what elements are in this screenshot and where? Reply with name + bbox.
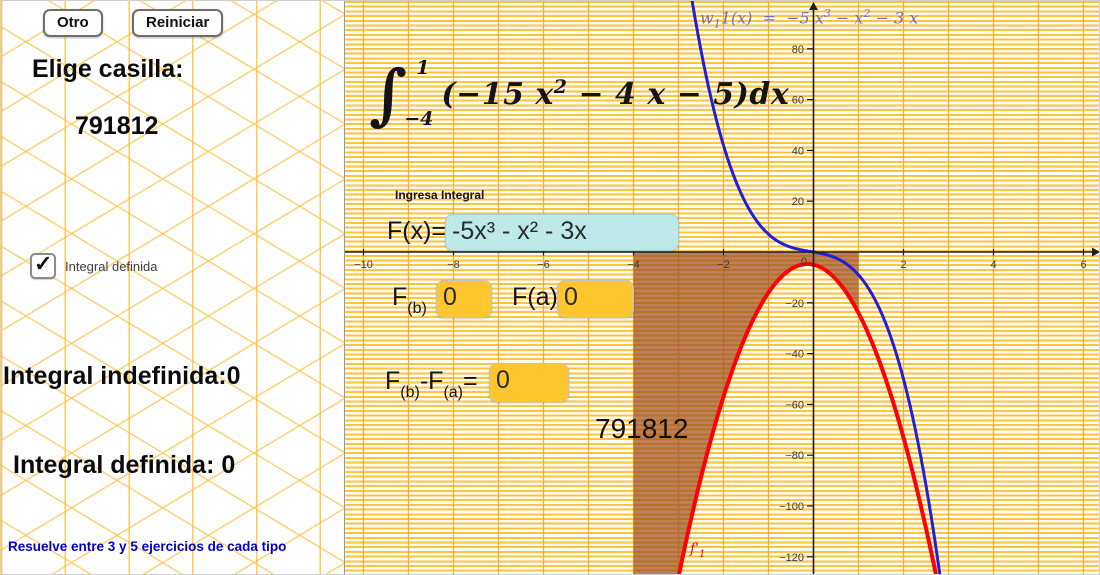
fb-minus-fa-label: F(b)-F(a)= xyxy=(385,367,478,401)
y-tick-label: −80 xyxy=(785,450,804,462)
y-tick-label: 60 xyxy=(792,95,804,107)
x-tick-label: 2 xyxy=(900,259,906,271)
x-tick-label: −4 xyxy=(627,259,640,271)
y-tick-label: 80 xyxy=(792,44,804,56)
fx-input[interactable]: -5x³ - x² - 3x xyxy=(445,214,679,251)
y-tick-label: −40 xyxy=(785,349,804,361)
checkmark-icon: ✓ xyxy=(34,251,53,276)
x-tick-label: 4 xyxy=(990,259,996,271)
origin-label: 0 xyxy=(801,256,807,268)
x-axis-arrow-icon xyxy=(1092,247,1099,257)
instructions-note: Resuelve entre 3 y 5 ejercicios de cada … xyxy=(8,539,287,554)
y-tick-label: −20 xyxy=(785,298,804,310)
integral-sign: ∫ xyxy=(369,55,408,133)
elige-casilla-label: Elige casilla: xyxy=(32,55,184,83)
integrand-expression: (−15 x2 − 4 x − 5)dx xyxy=(441,76,790,112)
fx-label: F(x)= xyxy=(387,217,447,245)
integral-expression: ∫ 1 −4 (−15 x2 − 4 x − 5)dx xyxy=(369,55,790,133)
integral-definida-checkbox-label: Integral definida xyxy=(65,258,158,274)
integral-lower-limit: −4 xyxy=(404,108,434,130)
red-curve-label: f'1 xyxy=(690,541,706,560)
otro-button[interactable]: Otro xyxy=(43,9,103,37)
fa-label: F(a) xyxy=(512,283,558,311)
fb-minus-fa-input[interactable]: 0 xyxy=(489,363,569,402)
y-tick-label: −100 xyxy=(779,501,804,513)
integral-definida-checkbox-row: ✓ Integral definida xyxy=(30,251,158,279)
region-number-label: 791812 xyxy=(595,413,689,444)
fb-label: F(b) xyxy=(392,283,427,317)
x-tick-label: −2 xyxy=(717,259,730,271)
ingresa-integral-label: Ingresa Integral xyxy=(395,188,485,202)
integral-definida-result: Integral definida: 0 xyxy=(13,451,236,479)
y-tick-label: 20 xyxy=(792,196,804,208)
red-parabola-curve[interactable] xyxy=(663,262,946,575)
reiniciar-button[interactable]: Reiniciar xyxy=(132,9,224,37)
x-tick-label: −10 xyxy=(354,259,373,271)
y-tick-label: −60 xyxy=(785,399,804,411)
y-tick-label: −120 xyxy=(779,552,804,564)
x-tick-label: −8 xyxy=(447,259,460,271)
integral-indefinida-result: Integral indefinida:0 xyxy=(3,362,241,390)
control-panel: Otro Reiniciar Elige casilla: 791812 ✓ I… xyxy=(1,1,344,574)
shaded-integral-region[interactable] xyxy=(633,252,859,575)
integral-definida-checkbox[interactable]: ✓ xyxy=(30,251,56,279)
integral-upper-limit: 1 xyxy=(416,57,430,79)
x-tick-label: 6 xyxy=(1080,259,1086,271)
graph-view: −10 −8 −6 −4 −2 2 4 6 80 60 40 20 −20 −40 −60 −80 −100 −1… xyxy=(344,1,1100,575)
graph-canvas[interactable]: −10 −8 −6 −4 −2 2 4 680604020−20−40−60−80−100−1… xyxy=(345,1,1100,575)
fa-input[interactable]: 0 xyxy=(557,280,634,318)
y-axis-arrow-icon xyxy=(809,2,818,10)
casilla-number: 791812 xyxy=(75,112,159,140)
y-tick-label: 40 xyxy=(792,145,804,157)
blue-function-label: w11(x) = −5 x3 − x2 − 3 x xyxy=(700,7,919,31)
fb-input[interactable]: 0 xyxy=(436,280,492,318)
x-tick-label: −6 xyxy=(537,259,550,271)
